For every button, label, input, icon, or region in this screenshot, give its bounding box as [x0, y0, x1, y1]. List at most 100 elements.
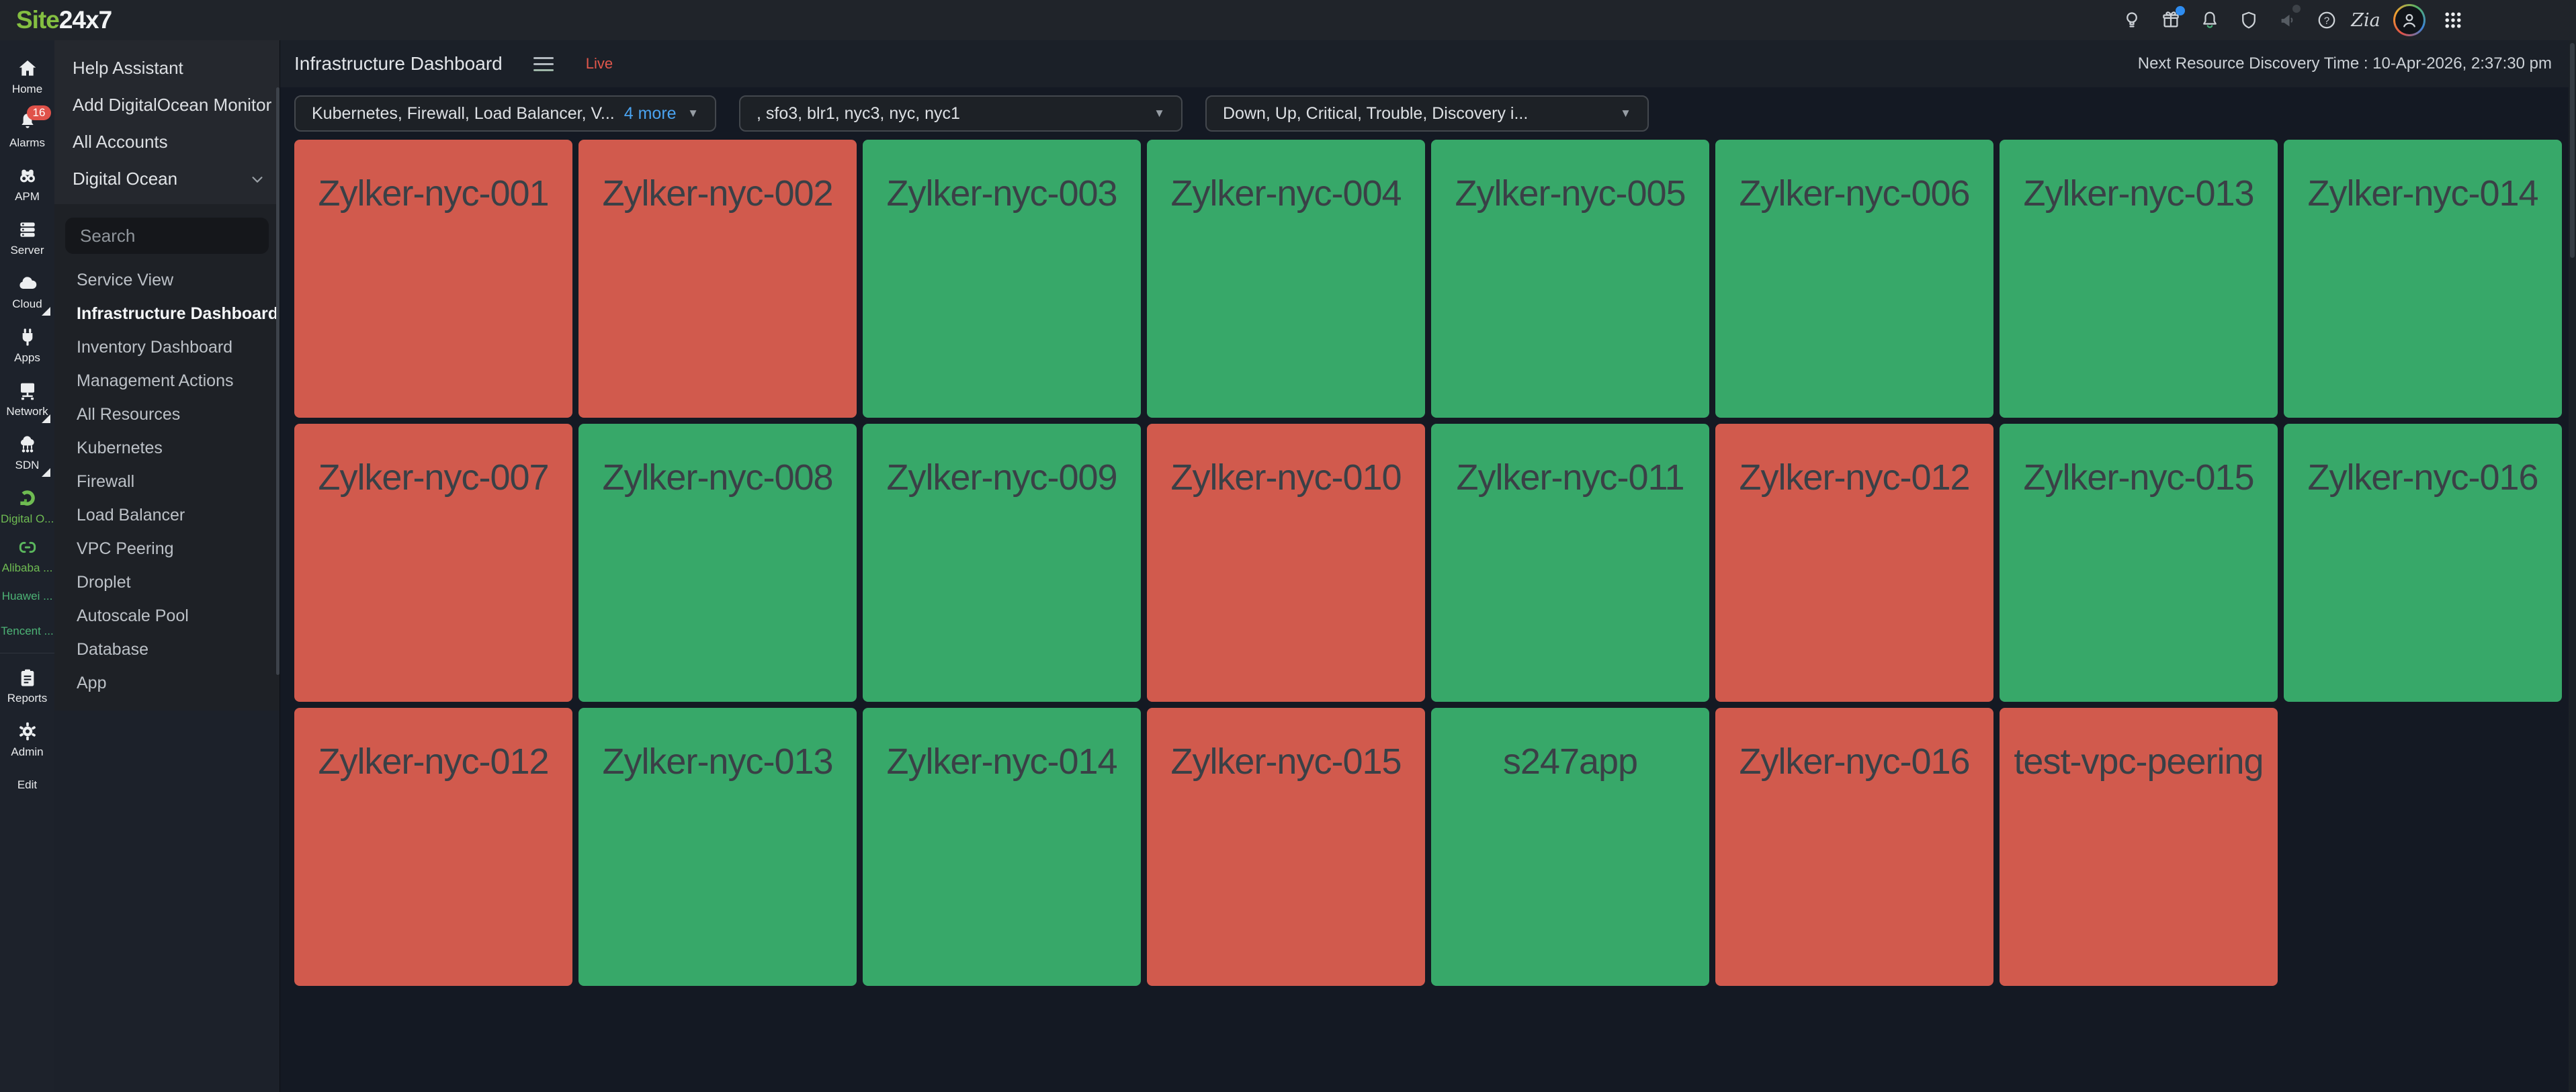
topbar: Site24x7 ? Zia [0, 0, 2576, 40]
resource-tile[interactable]: Zylker-nyc-015 [1147, 708, 1425, 986]
sidebar-menu-item[interactable]: Load Balancer [77, 506, 185, 525]
rail-item-admin[interactable]: Admin [0, 713, 54, 766]
resource-tile[interactable]: Zylker-nyc-010 [1147, 424, 1425, 702]
dashboard-menu-icon[interactable] [533, 56, 554, 71]
home-icon [16, 57, 39, 80]
resource-tile[interactable]: Zylker-nyc-004 [1147, 140, 1425, 418]
gift-icon[interactable] [2159, 6, 2185, 32]
rail-item-home[interactable]: Home [0, 50, 54, 103]
resource-tile[interactable]: Zylker-nyc-006 [1715, 140, 1993, 418]
rail-item-alarms[interactable]: 16 Alarms [0, 103, 54, 157]
sidebar-menu-item[interactable]: App [77, 674, 107, 692]
more-link[interactable]: 4 more [624, 103, 677, 123]
sidebar-menu-item[interactable]: Service View [77, 271, 174, 289]
sidebar-item-all-accounts[interactable]: All Accounts [73, 132, 168, 152]
resource-tile[interactable]: test-vpc-peering [2000, 708, 2278, 986]
resource-tile[interactable]: Zylker-nyc-013 [2000, 140, 2278, 418]
resource-tile[interactable]: Zylker-nyc-001 [294, 140, 572, 418]
sidebar-menu-item[interactable]: All Resources [77, 405, 181, 424]
rail-item-apm[interactable]: APM [0, 157, 54, 211]
logo-part-2: 24x7 [58, 6, 112, 34]
rail-item-cloud[interactable]: Cloud [0, 265, 54, 318]
status-filter[interactable]: Down, Up, Critical, Trouble, Discovery i… [1205, 95, 1649, 132]
apps-grid-icon[interactable] [2442, 9, 2464, 32]
sidebar-scrollbar[interactable] [276, 87, 280, 675]
alarm-count-badge: 16 [26, 105, 52, 120]
sidebar-menu-item[interactable]: Infrastructure Dashboard [77, 304, 279, 323]
resource-tile[interactable]: Zylker-nyc-014 [2284, 140, 2562, 418]
rail-item-server[interactable]: Server [0, 211, 54, 265]
reports-icon [16, 666, 39, 689]
resource-tile[interactable]: Zylker-nyc-009 [863, 424, 1141, 702]
resource-tile[interactable]: Zylker-nyc-002 [578, 140, 857, 418]
resource-name: Zylker-nyc-013 [2023, 173, 2254, 214]
resource-tile[interactable]: Zylker-nyc-014 [863, 708, 1141, 986]
sidebar-menu-item[interactable]: VPC Peering [77, 539, 174, 558]
resource-tile[interactable]: Zylker-nyc-012 [294, 708, 572, 986]
resource-tile[interactable]: Zylker-nyc-012 [1715, 424, 1993, 702]
bell-icon[interactable] [2198, 9, 2221, 32]
resource-tile[interactable]: Zylker-nyc-003 [863, 140, 1141, 418]
resource-tile[interactable]: Zylker-nyc-007 [294, 424, 572, 702]
live-indicator: Live [585, 55, 613, 72]
resource-name: Zylker-nyc-003 [886, 173, 1117, 214]
bulb-icon[interactable] [2120, 9, 2143, 32]
network-icon [16, 379, 39, 402]
site24x7-logo[interactable]: Site24x7 [16, 6, 112, 34]
resource-tile[interactable]: s247app [1431, 708, 1709, 986]
resource-tile[interactable]: Zylker-nyc-008 [578, 424, 857, 702]
zia-icon[interactable]: Zia [2351, 9, 2380, 32]
account-selector[interactable]: Digital Ocean [54, 161, 280, 197]
rail-item-digitalocean[interactable]: Digital O... [0, 480, 54, 533]
resource-tile[interactable]: Zylker-nyc-013 [578, 708, 857, 986]
sidebar-item-help-assistant[interactable]: Help Assistant [73, 58, 183, 78]
megaphone-icon[interactable] [2276, 5, 2301, 32]
resource-tile[interactable]: Zylker-nyc-011 [1431, 424, 1709, 702]
resource-name: Zylker-nyc-013 [602, 741, 833, 782]
resource-name: Zylker-nyc-009 [886, 457, 1117, 498]
rail-item-network[interactable]: Network [0, 372, 54, 426]
rail-item-apps[interactable]: Apps [0, 318, 54, 372]
sidebar-menu-item[interactable]: Management Actions [77, 371, 234, 390]
sidebar-menu-item[interactable]: Firewall [77, 472, 135, 491]
main-content: Infrastructure Dashboard Live Next Resou… [280, 40, 2576, 1092]
region-filter[interactable]: , sfo3, blr1, nyc3, nyc, nyc1 ▼ [739, 95, 1183, 132]
rail-item-reports[interactable]: Reports [0, 659, 54, 713]
page-scrollbar[interactable] [2569, 40, 2576, 1092]
megaphone-dot [2292, 5, 2301, 13]
resource-name: Zylker-nyc-011 [1456, 457, 1684, 498]
alibaba-icon [16, 536, 39, 559]
shield-icon[interactable] [2237, 9, 2260, 32]
rail-item-sdn[interactable]: SDN [0, 426, 54, 480]
search-input[interactable] [80, 225, 305, 246]
resource-name: Zylker-nyc-008 [602, 457, 833, 498]
resource-name: Zylker-nyc-015 [2023, 457, 2254, 498]
resource-name: s247app [1502, 741, 1638, 782]
rail-item-alibaba[interactable]: Alibaba ... [0, 533, 54, 578]
resource-tile[interactable]: Zylker-nyc-016 [2284, 424, 2562, 702]
scrollbar-thumb[interactable] [2570, 43, 2575, 258]
sidebar-menu-item[interactable]: Kubernetes [77, 439, 163, 457]
rail-item-huawei[interactable]: Huawei ... [1, 590, 53, 602]
resource-type-filter[interactable]: Kubernetes, Firewall, Load Balancer, V..… [294, 95, 716, 132]
resource-name: Zylker-nyc-016 [1739, 741, 1970, 782]
resource-tile[interactable]: Zylker-nyc-015 [2000, 424, 2278, 702]
rail-item-edit[interactable]: Edit [17, 778, 38, 791]
resource-name: Zylker-nyc-007 [318, 457, 549, 498]
avatar[interactable] [2393, 4, 2425, 36]
zia-label: Zia [2351, 9, 2380, 31]
gear-icon [16, 720, 39, 743]
resource-name: Zylker-nyc-012 [318, 741, 549, 782]
rail-item-tencent[interactable]: Tencent ... [1, 625, 54, 637]
help-icon[interactable]: ? [2315, 9, 2338, 32]
search-box[interactable] [65, 218, 305, 254]
sidebar-item-add-digitalocean-monitor[interactable]: Add DigitalOcean Monitor [73, 95, 272, 115]
sidebar-menu-item[interactable]: Database [77, 640, 149, 659]
sidebar-top-section: Help Assistant Add DigitalOcean Monitor … [54, 40, 280, 204]
sidebar-menu-item[interactable]: Droplet [77, 573, 131, 592]
resource-tile[interactable]: Zylker-nyc-016 [1715, 708, 1993, 986]
logo-part-1: Site [16, 6, 60, 34]
resource-tile[interactable]: Zylker-nyc-005 [1431, 140, 1709, 418]
sidebar-menu-item[interactable]: Inventory Dashboard [77, 338, 233, 357]
sidebar-menu-item[interactable]: Autoscale Pool [77, 606, 189, 625]
